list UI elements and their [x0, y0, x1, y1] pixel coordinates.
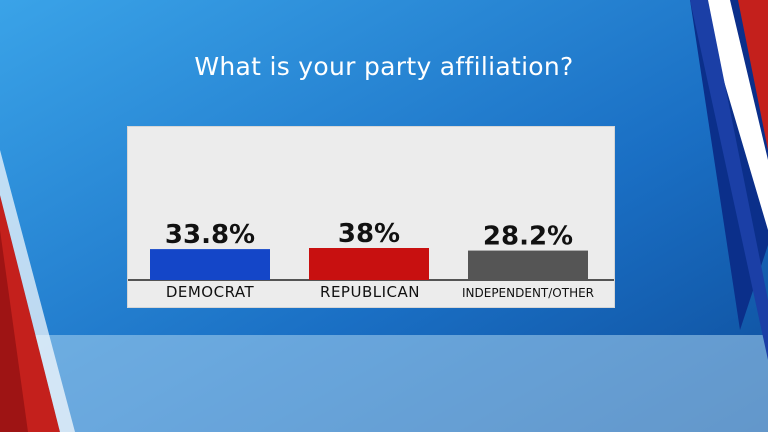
- chart-title: What is your party affiliation?: [194, 52, 574, 81]
- data-label-republican: 38%: [338, 219, 400, 249]
- chart-panel: 33.8% 38% 28.2% DEMOCRAT REPUBLICAN INDEPE…: [127, 126, 615, 308]
- category-label-republican: REPUBLICAN: [320, 283, 420, 301]
- data-label-independent-other: 28.2%: [483, 222, 573, 252]
- category-label-democrat: DEMOCRAT: [165, 283, 255, 301]
- bar-independent-other: [468, 250, 588, 280]
- bar-democrat: [150, 249, 270, 280]
- bar-republican: [309, 248, 429, 280]
- data-label-democrat: 33.8%: [165, 220, 255, 250]
- bar-chart: 33.8% 38% 28.2%: [128, 219, 614, 281]
- category-label-independent-other: INDEPENDENT/OTHER: [461, 286, 595, 300]
